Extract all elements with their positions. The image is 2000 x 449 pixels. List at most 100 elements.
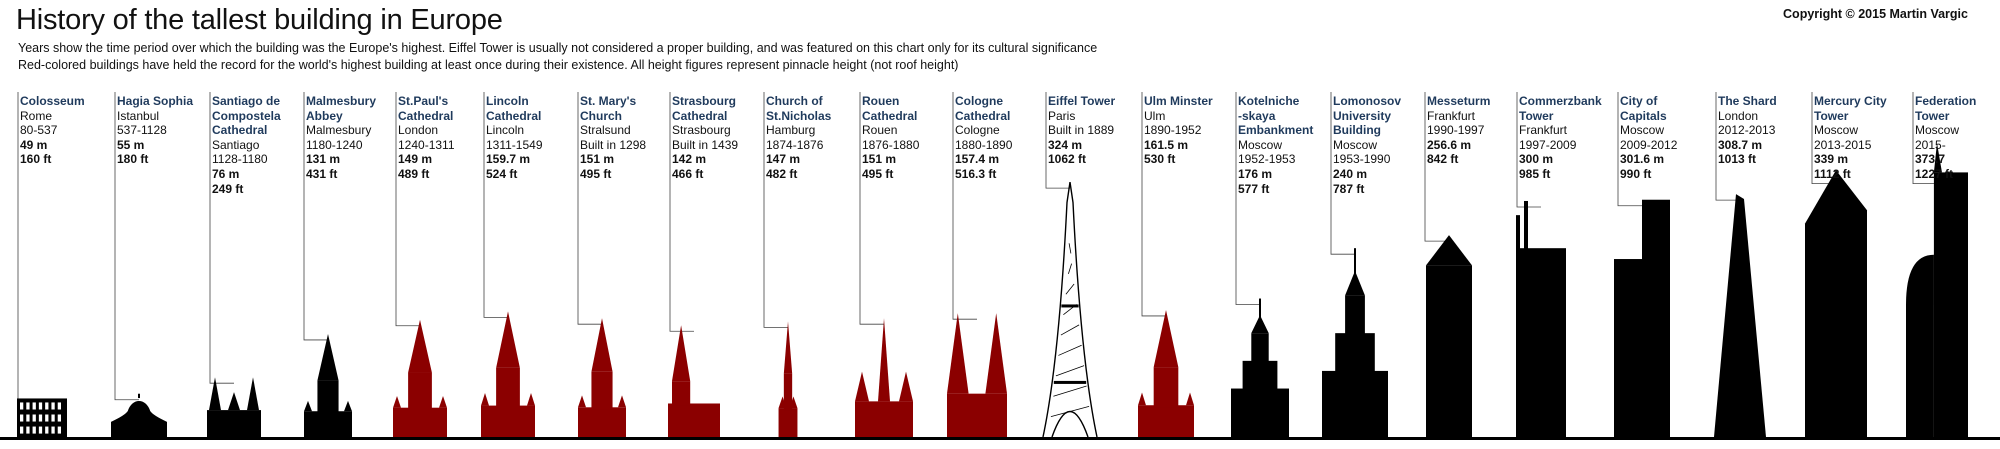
- building-period: 2015-: [1915, 137, 1946, 152]
- building-label: Strasbourg Cathedral Strasbourg Built in 14…: [672, 94, 738, 182]
- height-meters: 324 m: [1048, 137, 1083, 152]
- building-name: Building: [1333, 123, 1381, 138]
- height-feet: 787 ft: [1333, 181, 1365, 196]
- height-meters: 301.6 m: [1620, 152, 1665, 167]
- building-city: Lincoln: [486, 123, 525, 138]
- leader-line: [1811, 92, 1836, 184]
- height-feet: 842 ft: [1427, 152, 1459, 167]
- building-period: 1953-1990: [1333, 152, 1391, 167]
- height-feet: 530 ft: [1144, 152, 1176, 167]
- building-period: 1990-1997: [1427, 123, 1485, 138]
- building-name: Ulm Minster: [1144, 94, 1213, 108]
- ground-line: [0, 437, 2000, 440]
- building-silhouette: [1322, 248, 1388, 437]
- height-meters: 49 m: [20, 137, 48, 152]
- building-period: 1997-2009: [1519, 137, 1577, 152]
- height-meters: 339 m: [1814, 152, 1849, 167]
- building-city: Rouen: [862, 123, 898, 138]
- building-label: Santiago de Compostela Cathedral Santiago 11…: [212, 94, 281, 196]
- building-name: Eiffel Tower: [1048, 94, 1116, 108]
- building-city: Moscow: [1333, 137, 1378, 152]
- building-period: 1874-1876: [766, 137, 824, 152]
- leader-line: [1045, 92, 1070, 189]
- building-name: University: [1333, 108, 1392, 123]
- building-period: 1128-1180: [212, 152, 268, 167]
- building-name: St.Paul's: [398, 94, 449, 108]
- leader-line: [1330, 92, 1355, 255]
- building-label: Federation Tower Moscow 2015- 373.7 1227 ft: [1915, 94, 1976, 182]
- height-feet: 160 ft: [20, 152, 52, 167]
- building-city: Frankfurt: [1519, 123, 1568, 138]
- height-feet: 990 ft: [1620, 166, 1652, 181]
- building-name: Mercury City: [1814, 94, 1887, 108]
- building-name: Messeturm: [1427, 94, 1491, 108]
- building-name: Rouen: [862, 94, 900, 108]
- building-name: Cathedral: [398, 108, 454, 123]
- building-name: Federation: [1915, 94, 1977, 108]
- height-feet: 489 ft: [398, 166, 430, 181]
- building-name: Kotelniche: [1238, 94, 1300, 108]
- leader-line: [114, 92, 139, 401]
- building-name: Tower: [1915, 108, 1950, 123]
- leader-line: [1141, 92, 1166, 317]
- building-name: Santiago de: [212, 94, 281, 108]
- page-title: History of the tallest building in Europ…: [16, 4, 503, 36]
- building-city: Paris: [1048, 108, 1076, 123]
- building-name: Strasbourg: [672, 94, 737, 108]
- building-silhouette: [855, 318, 913, 437]
- subtitle-line: Years show the time period over which th…: [18, 41, 1098, 55]
- building-silhouette: [481, 311, 535, 437]
- building-city: Strasbourg: [672, 123, 731, 138]
- building-label: Messeturm Frankfurt 1990-1997 256.6 m 842 ft: [1427, 94, 1490, 167]
- height-meters: 147 m: [766, 152, 801, 167]
- building-city: Rome: [20, 108, 53, 123]
- height-feet: 495 ft: [580, 166, 612, 181]
- building-period: 537-1128: [117, 123, 167, 138]
- building-period: 1180-1240: [306, 137, 363, 152]
- building-silhouette: [111, 393, 167, 437]
- height-meters: 240 m: [1333, 166, 1368, 181]
- building-name: St. Mary's: [580, 94, 637, 108]
- building-silhouette: [947, 313, 1007, 437]
- building-name: Colosseum: [20, 94, 85, 108]
- building-label: St.Paul's Cathedral London 1240-1311 149 m 48…: [398, 94, 455, 182]
- building-name: Tower: [1519, 108, 1554, 123]
- building-silhouette: [1516, 200, 1566, 437]
- building-name: Cathedral: [862, 108, 918, 123]
- building-city: Cologne: [955, 123, 1000, 138]
- building-silhouette: [1138, 309, 1194, 437]
- building-silhouette: [1614, 199, 1670, 437]
- leader-line: [303, 92, 328, 341]
- building-name: Church: [580, 108, 622, 123]
- leader-line: [952, 92, 977, 320]
- building-label: Ulm Minster Ulm 1890-1952 161.5 m 530 ft: [1144, 94, 1213, 167]
- height-meters: 142 m: [672, 152, 707, 167]
- height-meters: 300 m: [1519, 152, 1554, 167]
- building-label: Rouen Cathedral Rouen 1876-1880 151 m 495 ft: [862, 94, 919, 182]
- height-feet: 482 ft: [766, 166, 798, 181]
- building-name: The Shard: [1718, 94, 1777, 108]
- height-meters: 76 m: [212, 166, 240, 181]
- building-name: Tower: [1814, 108, 1849, 123]
- leader-line: [395, 92, 420, 327]
- building-silhouette: [578, 318, 626, 437]
- building-label: Hagia Sophia Istanbul 537-1128 55 m 180 ft: [117, 94, 193, 167]
- height-meters: 161.5 m: [1144, 137, 1189, 152]
- height-feet: 1112 ft: [1814, 166, 1851, 181]
- building-period: 1876-1880: [862, 137, 920, 152]
- building-silhouette: [1231, 298, 1289, 437]
- building-name: St.Nicholas: [766, 108, 832, 123]
- height-meters: 308.7 m: [1718, 137, 1763, 152]
- height-meters: 151 m: [580, 152, 615, 167]
- leader-line: [1912, 92, 1937, 184]
- height-feet: 524 ft: [486, 166, 518, 181]
- building-period: 80-537: [20, 123, 58, 138]
- building-silhouette: [17, 398, 67, 437]
- building-label: Lomonosov University Building Moscow 1953-19…: [1333, 94, 1401, 196]
- building-label: St. Mary's Church Stralsund Built in 1298 15…: [580, 94, 646, 182]
- height-feet: 577 ft: [1238, 181, 1270, 196]
- building-name: Lincoln: [486, 94, 529, 108]
- building-name: Embankment: [1238, 123, 1314, 138]
- copyright-notice: Copyright © 2015 Martin Vargic: [1783, 7, 1968, 21]
